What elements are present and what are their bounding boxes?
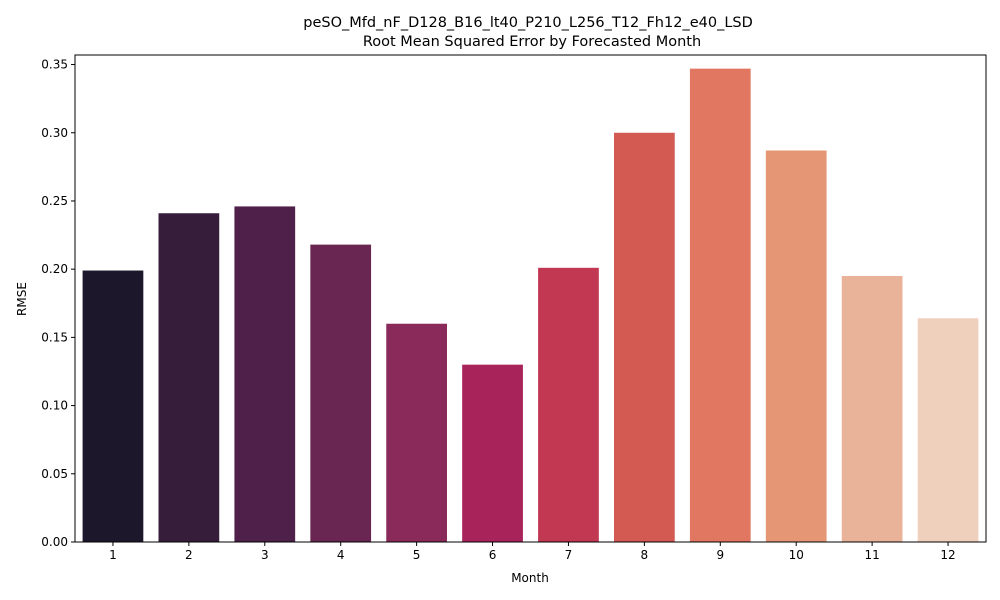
bar-month-8	[614, 132, 675, 543]
x-tick-label: 6	[489, 548, 497, 562]
x-tick-label: 1	[109, 548, 117, 562]
bar-month-12	[917, 318, 979, 542]
y-tick-label: 0.20	[41, 262, 68, 276]
x-tick-label: 4	[337, 548, 345, 562]
bars-group	[82, 68, 979, 543]
x-tick-label: 3	[261, 548, 269, 562]
x-axis: 1 2 3 4 5 6 7 8 9 10 11 12	[109, 542, 956, 562]
x-tick-label: 9	[716, 548, 724, 562]
y-tick-label: 0.10	[41, 399, 68, 413]
bar-month-9	[689, 68, 751, 543]
x-axis-label: Month	[511, 571, 549, 585]
x-tick-label: 8	[641, 548, 649, 562]
x-tick-label: 2	[185, 548, 193, 562]
bar-month-11	[841, 275, 903, 542]
bar-month-5	[386, 323, 447, 542]
y-tick-label: 0.00	[41, 535, 68, 549]
plot-frame	[74, 54, 987, 543]
x-tick-label: 5	[413, 548, 421, 562]
bar-month-10	[765, 150, 827, 543]
bar-month-3	[234, 206, 296, 542]
chart-title-line-2: Root Mean Squared Error by Forecasted Mo…	[363, 34, 701, 50]
bar-month-4	[310, 244, 372, 542]
y-axis: 0.00 0.05 0.10 0.15 0.20 0.25 0.30 0.35	[41, 58, 75, 549]
bar-month-2	[158, 213, 220, 542]
bar-month-1	[82, 270, 144, 542]
x-tick-label: 7	[565, 548, 573, 562]
y-tick-label: 0.35	[41, 58, 68, 72]
y-tick-label: 0.05	[41, 467, 68, 481]
y-tick-label: 0.25	[41, 194, 68, 208]
bar-month-6	[462, 364, 523, 542]
x-tick-label: 11	[864, 548, 879, 562]
y-tick-label: 0.15	[41, 330, 68, 344]
bar-month-7	[538, 267, 599, 542]
x-tick-label: 10	[789, 548, 804, 562]
y-axis-label: RMSE	[15, 282, 29, 316]
x-tick-label: 12	[940, 548, 955, 562]
chart-title-line-1: peSO_Mfd_nF_D128_B16_lt40_P210_L256_T12_…	[303, 15, 753, 31]
y-tick-label: 0.30	[41, 126, 68, 140]
